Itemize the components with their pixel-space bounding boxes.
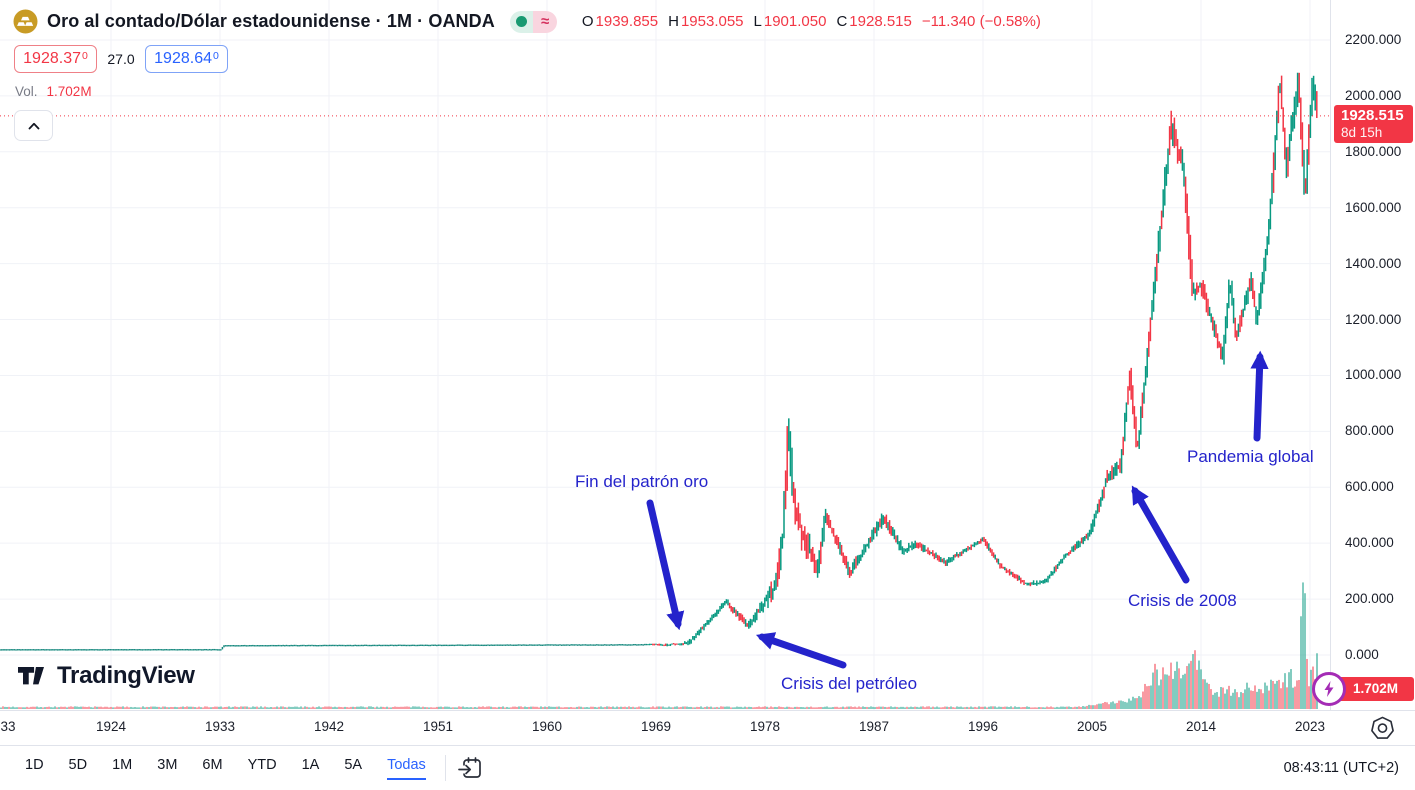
high-label: H (668, 13, 679, 30)
price-scale[interactable]: 2200.000 2000.000 1800.000 1600.000 1400.000… (1312, 0, 1415, 710)
time-scale[interactable]: 33 1924 1933 1942 1951 1960 1969 1978 1987 1996 20… (0, 710, 1415, 745)
high-value: 1953.055 (680, 13, 744, 30)
arrow-fin-del-patron-oro[interactable] (646, 499, 685, 631)
arrow-crisis-de-2008[interactable] (1131, 485, 1190, 584)
symbol-title[interactable]: Oro al contado/Dólar estadounidense · 1M… (47, 11, 495, 31)
chart-plot-area[interactable] (0, 0, 1415, 745)
time-tick-label: 1951 (422, 719, 454, 734)
candlestick-series (0, 72, 1318, 651)
time-tick-label: 1960 (531, 719, 563, 734)
range-button-5a[interactable]: 5A (344, 756, 363, 773)
low-value: 1901.050 (763, 13, 827, 30)
close-value: 1928.515 (849, 13, 912, 30)
price-tick-label: 2200.000 (1345, 31, 1402, 47)
time-tick-label: 1996 (967, 719, 999, 734)
scale-settings-button[interactable] (1368, 714, 1396, 742)
range-button-todas[interactable]: Todas (378, 754, 435, 783)
toolbar-divider (444, 755, 446, 781)
price-tick-label: 1000.000 (1345, 367, 1402, 383)
bar-countdown: 8d 15h (1341, 125, 1383, 140)
annotation-fin-del-patron-oro[interactable]: Fin del patrón oro (575, 472, 709, 491)
price-tick-label: 600.000 (1345, 479, 1394, 495)
bottom-toolbar: 1D 5D 1M 3M 6M YTD 1A 5A Todas 08:43:11 (UTC+2) (0, 745, 1415, 790)
open-label: O (581, 13, 594, 30)
buy-button[interactable]: 1928.64 0 (145, 45, 228, 73)
price-tick-label: 1400.000 (1345, 255, 1402, 271)
lightning-bolt-icon (1324, 681, 1334, 697)
price-tick-label: 800.000 (1345, 423, 1394, 439)
time-tick-label: 2023 (1294, 719, 1326, 734)
price-tick-label: 2000.000 (1345, 87, 1402, 103)
range-button-1d[interactable]: 1D (25, 756, 44, 773)
time-tick-label: 1924 (95, 719, 127, 734)
price-tick-label: 400.000 (1345, 535, 1394, 551)
trade-widget: 1928.37 0 27.0 1928.64 0 (14, 45, 228, 73)
annotation-crisis-de-2008[interactable]: Crisis de 2008 (1128, 591, 1237, 610)
go-to-date-icon (458, 756, 482, 778)
tradingview-mark-icon (18, 667, 44, 685)
symbol-legend-row: Oro al contado/Dólar estadounidense · 1M… (13, 9, 1041, 34)
time-tick-label: 1933 (204, 719, 236, 734)
gear-icon (1370, 716, 1394, 739)
price-tick-label: 1200.000 (1345, 311, 1402, 327)
volume-bars (0, 582, 1318, 709)
annotation-pandemia-global[interactable]: Pandemia global (1187, 447, 1314, 466)
price-tick-label: 1600.000 (1345, 199, 1402, 215)
market-status-pill[interactable]: ≈ (509, 10, 557, 33)
volume-label: Vol. (15, 84, 38, 99)
arrow-pandemia-global[interactable] (1250, 350, 1269, 442)
collapse-legend-button[interactable] (14, 110, 53, 141)
clock-timezone[interactable]: 08:43:11 (UTC+2) (1283, 760, 1399, 776)
price-tick-label: 200.000 (1345, 591, 1394, 607)
range-button-6m[interactable]: 6M (202, 756, 223, 773)
sell-button[interactable]: 1928.37 0 (14, 45, 97, 73)
time-tick-label: 1978 (749, 719, 781, 734)
change-value: −11.340 (−0.58%) (921, 13, 1041, 30)
flash-boost-icon[interactable] (1312, 672, 1346, 706)
arrow-crisis-del-petroleo[interactable] (755, 632, 847, 669)
delayed-data-icon: ≈ (533, 10, 557, 33)
range-button-3m[interactable]: 3M (157, 756, 178, 773)
ohlc-values: O 1939.855 H 1953.055 L 1901.050 C 1928.515 … (582, 13, 1041, 30)
tradingview-logo[interactable]: TradingView (18, 662, 195, 690)
time-tick-label: 2005 (1076, 719, 1108, 734)
range-button-1m[interactable]: 1M (112, 756, 133, 773)
volume-legend-row: Vol. 1.702M (15, 84, 92, 99)
price-tick-label: 1800.000 (1345, 143, 1402, 159)
time-tick-label: 1942 (313, 719, 345, 734)
low-label: L (753, 13, 762, 30)
annotation-arrows[interactable] (646, 350, 1269, 669)
tradingview-logo-text: TradingView (57, 662, 195, 689)
go-to-date-button[interactable] (456, 753, 486, 783)
time-tick-label: 2014 (1185, 719, 1217, 734)
time-tick-label: 33 (0, 719, 16, 734)
range-button-1a[interactable]: 1A (301, 756, 320, 773)
annotation-crisis-del-petroleo[interactable]: Crisis del petróleo (781, 674, 918, 693)
last-price-value: 1928.515 (1341, 107, 1404, 124)
time-tick-label: 1969 (640, 719, 672, 734)
grid-lines (0, 0, 1330, 710)
open-value: 1939.855 (595, 13, 659, 30)
last-price-badge: 1928.515 8d 15h (1334, 105, 1413, 143)
gold-symbol-icon (13, 9, 38, 34)
market-open-dot-icon (509, 10, 534, 33)
close-label: C (836, 13, 848, 30)
range-button-ytd[interactable]: YTD (247, 756, 277, 773)
volume-value: 1.702M (46, 84, 92, 99)
spread-value: 27.0 (107, 51, 135, 67)
price-tick-label: 0.000 (1345, 647, 1379, 662)
range-button-5d[interactable]: 5D (68, 756, 88, 773)
chevron-up-icon (28, 122, 39, 129)
time-tick-label: 1987 (858, 719, 890, 734)
volume-badge: 1.702M (1338, 677, 1414, 701)
